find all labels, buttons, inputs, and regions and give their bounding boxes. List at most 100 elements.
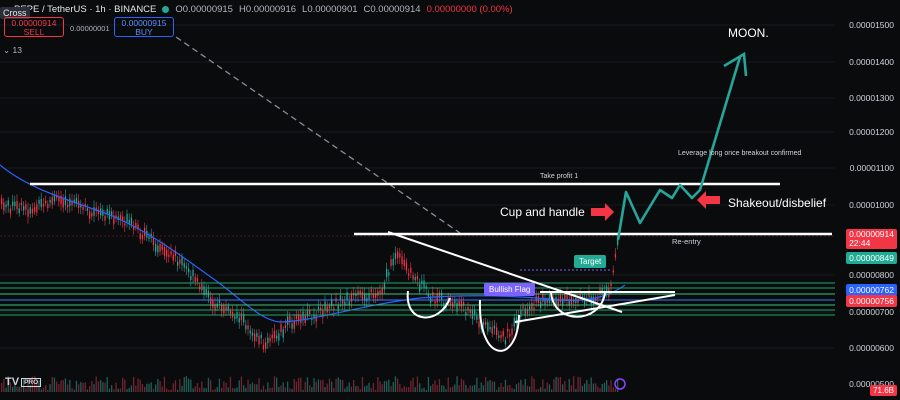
- volume-bar: [590, 377, 592, 392]
- candle: [249, 330, 251, 334]
- volume-bar: [31, 376, 34, 392]
- candle: [434, 301, 436, 304]
- volume-bar: [546, 382, 548, 392]
- volume-bar: [458, 385, 460, 392]
- candle: [126, 213, 128, 223]
- volume-bar: [152, 388, 155, 392]
- spread-value: 0.00000001: [70, 24, 110, 33]
- candle: [278, 333, 280, 341]
- shakeout-label[interactable]: Shakeout/disbelief: [728, 196, 827, 210]
- volume-bar: [254, 384, 256, 392]
- candle: [320, 307, 322, 310]
- level-lines: [0, 282, 835, 316]
- pro-badge: PRO: [21, 377, 42, 387]
- tradingview-logo[interactable]: TV PRO: [5, 376, 42, 388]
- candle: [53, 194, 56, 202]
- volume-bar: [130, 385, 133, 392]
- candle: [476, 315, 478, 320]
- volume-bar: [342, 380, 344, 392]
- candle: [89, 211, 91, 219]
- candle: [531, 302, 533, 311]
- volume-bar: [14, 385, 16, 392]
- cup-handle-label[interactable]: Cup and handle: [500, 205, 585, 219]
- logo-text: TV: [5, 376, 20, 388]
- volume-bar: [430, 385, 432, 392]
- candle: [458, 300, 460, 306]
- candle: [133, 225, 135, 230]
- volume-bar: [328, 378, 331, 392]
- candle: [610, 283, 612, 287]
- candle: [465, 312, 467, 316]
- volume-bar: [104, 382, 106, 392]
- candle: [221, 305, 223, 312]
- leverage-note[interactable]: Leverage long once breakout confirmed: [678, 150, 802, 157]
- alert-icon: [614, 378, 626, 390]
- candle: [520, 309, 522, 318]
- candle: [405, 262, 408, 271]
- shakeout-arrow: [697, 191, 720, 209]
- moon-annotation[interactable]: MOON.: [728, 26, 769, 40]
- volume-bar: [456, 376, 458, 392]
- bullish-flag-label[interactable]: Bullish Flag: [484, 283, 536, 296]
- volume-bar: [480, 382, 482, 392]
- candle: [240, 313, 243, 321]
- volume-bar: [232, 387, 234, 392]
- volume-bar: [273, 376, 276, 392]
- candle: [31, 208, 34, 214]
- volume-bar: [168, 389, 170, 392]
- volume-bar: [599, 388, 601, 392]
- price-axis-label: 0.00000700: [849, 307, 894, 317]
- volume-bar: [487, 381, 489, 392]
- take-profit-label[interactable]: Take profit 1: [540, 173, 579, 180]
- volume-bar: [449, 387, 452, 392]
- candle: [271, 334, 273, 339]
- sell-button[interactable]: 0.00000914 SELL: [4, 17, 64, 37]
- candle: [350, 293, 353, 302]
- volume-bar: [375, 389, 377, 392]
- candle: [14, 201, 16, 207]
- volume-bar: [608, 385, 610, 392]
- reentry-label[interactable]: Re-entry: [672, 237, 701, 246]
- last-price-value: 0.00000914: [849, 229, 894, 239]
- volume-bar: [562, 384, 564, 392]
- candle: [177, 261, 179, 266]
- volume-bar: [425, 389, 427, 392]
- volume-bar: [324, 386, 326, 392]
- target-label[interactable]: Target: [574, 255, 607, 268]
- volume-bar: [381, 384, 383, 392]
- volume-bar: [58, 384, 60, 392]
- volume-bar: [172, 383, 174, 392]
- candle: [524, 308, 526, 316]
- candle: [265, 342, 267, 349]
- candle: [456, 302, 458, 312]
- volume-bar: [102, 382, 104, 392]
- candle: [397, 251, 399, 259]
- candle: [203, 286, 205, 296]
- volume-bar: [64, 378, 67, 392]
- volume-bar: [205, 388, 207, 392]
- candle: [372, 294, 375, 298]
- volume-bar: [427, 376, 430, 392]
- candle: [469, 309, 471, 314]
- candle: [454, 300, 456, 304]
- candle: [504, 339, 507, 345]
- volume-bar: [247, 379, 249, 392]
- volume-bar: [16, 386, 18, 392]
- volume-bar: [201, 381, 203, 392]
- candle: [438, 292, 441, 298]
- volume-bar: [216, 387, 218, 392]
- volume-bar: [388, 379, 390, 392]
- symbol-label[interactable]: PEPE / TetherUS · 1h · BINANCE: [14, 3, 157, 15]
- layers-toggle[interactable]: ⌄ 13: [3, 45, 22, 56]
- candle: [247, 325, 249, 330]
- buy-button[interactable]: 0.00000915 BUY: [114, 17, 174, 37]
- volume-bar: [141, 383, 144, 392]
- volume-bar: [570, 385, 573, 392]
- volume-bar: [350, 386, 353, 392]
- price-tag-green: 0.00000849: [846, 252, 897, 264]
- volume-bar: [306, 377, 309, 392]
- candle: [18, 208, 20, 214]
- candle: [25, 204, 27, 210]
- volume-bar: [234, 388, 236, 392]
